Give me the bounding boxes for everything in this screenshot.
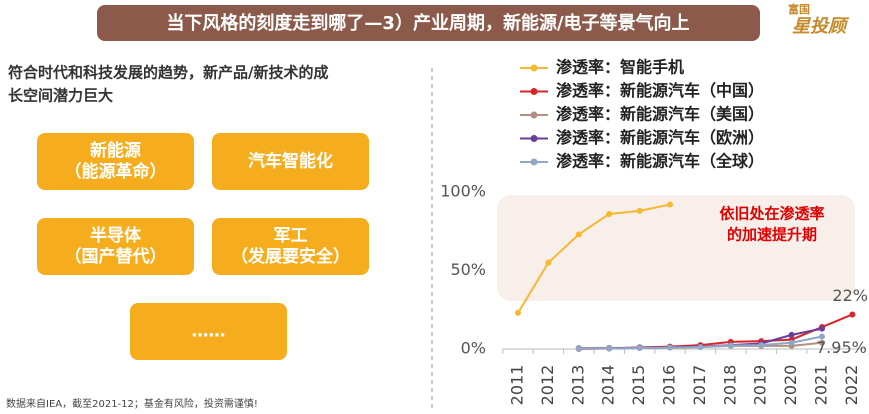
y-tick-label: 100% xyxy=(440,182,486,201)
series-marker xyxy=(667,201,673,208)
legend-label: 渗透率：新能源汽车（全球） xyxy=(556,152,764,171)
annotation-box xyxy=(497,195,855,301)
x-tick-label: 2013 xyxy=(568,365,587,406)
intro-line: 符合时代和科技发展的趋势，新产品/新技术的成 xyxy=(8,64,328,82)
value-label: 7.95% xyxy=(816,338,867,357)
legend-label: 渗透率：新能源汽车（欧洲） xyxy=(556,128,764,147)
x-tick-label: 2020 xyxy=(781,365,800,406)
legend-label: 渗透率：智能手机 xyxy=(556,58,684,77)
legend-label: 渗透率：新能源汽车（中国） xyxy=(556,81,764,100)
topic-box xyxy=(212,133,369,190)
series-marker xyxy=(819,333,825,340)
legend-marker xyxy=(530,158,538,166)
x-tick-label: 2021 xyxy=(812,365,831,406)
series-marker xyxy=(545,259,552,266)
annotation: 的加速提升期 xyxy=(727,226,817,244)
topic-label: 汽车智能化 xyxy=(248,151,333,172)
x-tick-label: 2022 xyxy=(842,365,861,406)
series-marker xyxy=(636,345,643,352)
x-tick-label: 2017 xyxy=(690,365,709,406)
logo-top: 富国 xyxy=(788,2,810,16)
topic-label: （发展要安全） xyxy=(231,246,350,267)
topic-label: 新能源 xyxy=(90,140,141,161)
x-tick-label: 2018 xyxy=(720,365,739,406)
topic-box xyxy=(212,218,369,275)
series-marker xyxy=(636,207,643,214)
series-marker xyxy=(575,231,582,238)
series-marker xyxy=(515,309,521,316)
value-label: 22% xyxy=(832,286,868,305)
series-marker xyxy=(606,210,613,217)
topic-box xyxy=(37,218,194,275)
series-marker xyxy=(575,345,582,352)
topic-label: 军工 xyxy=(274,226,308,246)
topic-label: 半导体 xyxy=(90,225,142,246)
y-tick-label: 50% xyxy=(450,260,486,279)
series-marker xyxy=(727,342,734,349)
topic-label: （能源革命） xyxy=(65,161,167,182)
series-marker xyxy=(758,342,765,349)
topic-box xyxy=(37,133,194,190)
x-tick-label: 2012 xyxy=(538,365,557,406)
logo-main: 星投顾 xyxy=(792,16,850,37)
topic-box xyxy=(130,303,287,360)
x-tick-label: 2015 xyxy=(629,365,648,406)
slide-title: 当下风格的刻度走到哪了—3）产业周期，新能源/电子等景气向上 xyxy=(166,12,689,34)
legend-marker xyxy=(530,135,538,142)
topic-label: …… xyxy=(192,322,226,342)
series-line xyxy=(517,203,671,314)
series-marker xyxy=(606,345,613,352)
series-marker xyxy=(788,339,795,346)
x-tick-label: 2016 xyxy=(660,365,679,406)
series-marker xyxy=(849,311,856,318)
series-marker xyxy=(819,339,825,346)
topic-label: （国产替代） xyxy=(65,246,167,267)
x-tick-label: 2019 xyxy=(751,365,770,406)
legend-marker xyxy=(530,111,538,119)
x-tick-label: 2011 xyxy=(508,365,527,406)
footnote: 数据来自IEA，截至2021-12；基金有风险，投资需谨慎! xyxy=(6,397,258,410)
intro-line: 长空间潜力巨大 xyxy=(8,87,113,105)
title-banner xyxy=(97,5,760,41)
series-marker xyxy=(667,344,673,351)
series-marker xyxy=(819,325,825,332)
y-tick-label: 0% xyxy=(461,339,486,358)
x-tick-label: 2014 xyxy=(599,365,618,406)
legend-marker xyxy=(530,88,538,95)
legend-label: 渗透率：新能源汽车（美国） xyxy=(556,105,764,124)
series-marker xyxy=(697,343,704,350)
annotation: 依旧处在渗透率 xyxy=(719,205,824,223)
series-marker xyxy=(788,331,795,338)
legend-marker xyxy=(530,64,538,72)
